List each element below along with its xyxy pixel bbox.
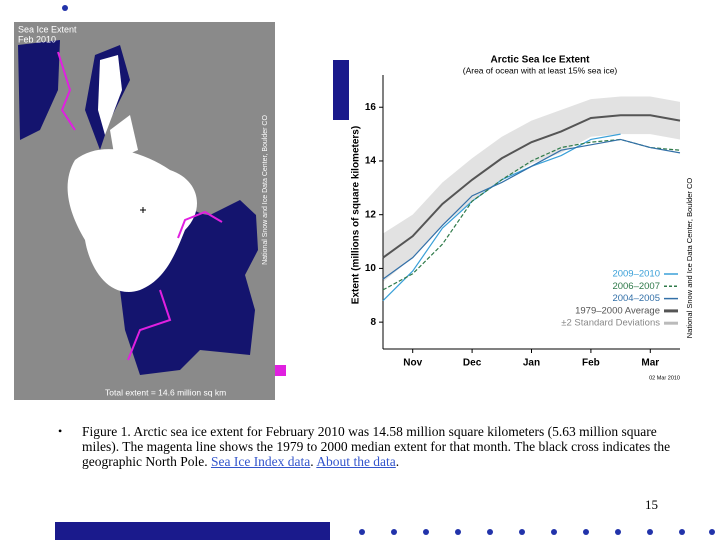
- y-tick-label: 10: [365, 263, 377, 274]
- series-line: [382, 138, 681, 280]
- map-median-edge: [127, 289, 172, 361]
- caption-text: Figure 1. Arctic sea ice extent for Febr…: [82, 424, 671, 469]
- legend-label: 2009–2010: [612, 269, 660, 280]
- map-legend-swatch: [275, 365, 286, 376]
- x-tick-label: Dec: [463, 358, 482, 369]
- decor-dots: [359, 529, 715, 535]
- map-source: National Snow and Ice Data Center, Bould…: [262, 115, 269, 265]
- bullet: •: [58, 424, 63, 438]
- legend-label: 2004–2005: [612, 293, 660, 304]
- map-title: Sea Ice Extent: [18, 24, 77, 34]
- page-number: 15: [645, 497, 658, 512]
- y-tick-label: 14: [365, 156, 377, 167]
- x-tick-label: Feb: [582, 358, 600, 369]
- y-tick-label: 8: [370, 317, 376, 328]
- map: Sea Ice Extent Feb 2010 National Snow an…: [14, 22, 316, 400]
- series-line: [382, 114, 681, 259]
- caption-text: .: [395, 454, 400, 469]
- map-legend-text: median: [290, 366, 316, 375]
- legend-label: 1979–2000 Average: [575, 305, 660, 316]
- caption: Figure 1. Arctic sea ice extent for Febr…: [82, 424, 672, 469]
- y-axis-label: Extent (millions of square kilometers): [351, 126, 362, 304]
- chart-subtitle: (Area of ocean with at least 15% sea ice…: [463, 65, 618, 75]
- chart-source: National Snow and Ice Data Center, Bould…: [685, 178, 694, 339]
- map-total: Total extent = 14.6 million sq km: [105, 387, 226, 397]
- map-ocean: [18, 40, 60, 140]
- caption-text: .: [310, 454, 317, 469]
- map-pole: [140, 207, 146, 213]
- map-legend-text: ice edge: [283, 379, 314, 388]
- x-tick-label: Nov: [403, 358, 422, 369]
- caption-link[interactable]: Sea Ice Index data: [210, 454, 311, 469]
- x-tick-label: Jan: [523, 358, 540, 369]
- legend-label: ±2 Standard Deviations: [561, 318, 660, 329]
- map-ice: [110, 115, 138, 160]
- x-tick-label: Mar: [641, 358, 659, 369]
- legend-label: 2006–2007: [612, 281, 660, 292]
- decor-dot: [62, 5, 68, 11]
- map-date: Feb 2010: [18, 34, 56, 44]
- chart-title: Arctic Sea Ice Extent: [491, 55, 591, 66]
- y-tick-label: 16: [365, 102, 377, 113]
- caption-link[interactable]: About the data: [316, 454, 396, 469]
- map-median-edge: [177, 210, 223, 239]
- chart-date-stamp: 02 Mar 2010: [649, 375, 680, 381]
- decor-bar: [55, 522, 330, 540]
- y-tick-label: 12: [365, 209, 377, 220]
- chart-panel: [349, 22, 690, 382]
- decor-block: [333, 60, 353, 120]
- map-median-edge: [57, 51, 76, 131]
- map-ice: [98, 55, 122, 135]
- chart: Arctic Sea Ice Extent (Area of ocean wit…: [351, 55, 694, 382]
- map-ice: [67, 149, 197, 292]
